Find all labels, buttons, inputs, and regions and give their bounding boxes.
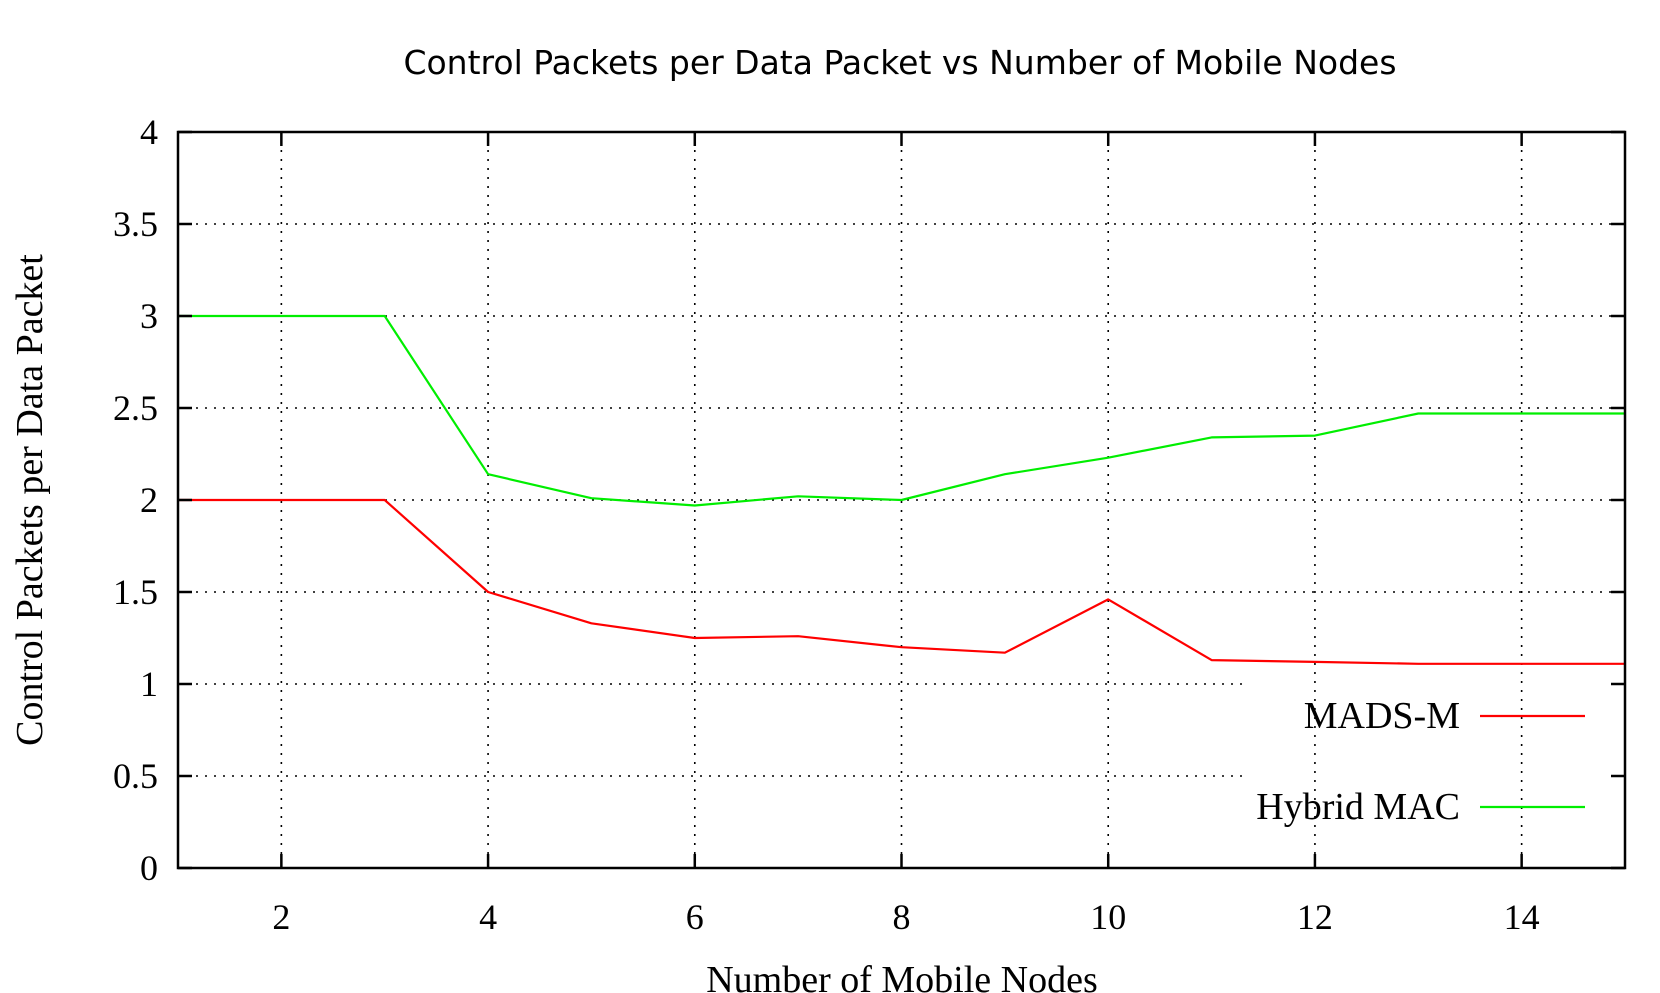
series-lines	[178, 314, 1625, 665]
series-line-mads-m	[178, 498, 1625, 665]
x-tick-labels: 2 4 6 8 10 12 14	[272, 897, 1539, 937]
x-tick-label: 10	[1090, 897, 1126, 937]
x-tick-label: 4	[479, 897, 497, 937]
x-tick-label: 8	[893, 897, 911, 937]
y-tick-labels: 0 0.5 1 1.5 2 2.5 3 3.5 4	[113, 112, 158, 888]
legend-label: MADS-M	[1304, 695, 1460, 737]
legend-label: Hybrid MAC	[1256, 786, 1460, 828]
grid-lines	[178, 132, 1625, 868]
y-tick-label: 2	[140, 480, 158, 520]
x-axis-label: Number of Mobile Nodes	[706, 959, 1098, 993]
x-tick-label: 6	[686, 897, 704, 937]
y-tick-label: 3	[140, 296, 158, 336]
y-axis-label: Control Packets per Data Packet	[9, 254, 51, 746]
series-line-hybrid-mac	[178, 314, 1625, 507]
y-tick-label: 4	[140, 112, 158, 152]
y-tick-label: 3.5	[113, 204, 158, 244]
legend: MADS-M Hybrid MAC	[1256, 695, 1585, 828]
x-tick-label: 12	[1297, 897, 1333, 937]
chart-title: Control Packets per Data Packet vs Numbe…	[403, 43, 1396, 82]
y-tick-label: 2.5	[113, 388, 158, 428]
y-tick-label: 0	[140, 848, 158, 888]
y-tick-label: 1.5	[113, 572, 158, 612]
x-tick-label: 14	[1504, 897, 1540, 937]
y-tick-label: 1	[140, 664, 158, 704]
axis-ticks	[178, 130, 1625, 870]
x-tick-label: 2	[272, 897, 290, 937]
y-tick-label: 0.5	[113, 756, 158, 796]
